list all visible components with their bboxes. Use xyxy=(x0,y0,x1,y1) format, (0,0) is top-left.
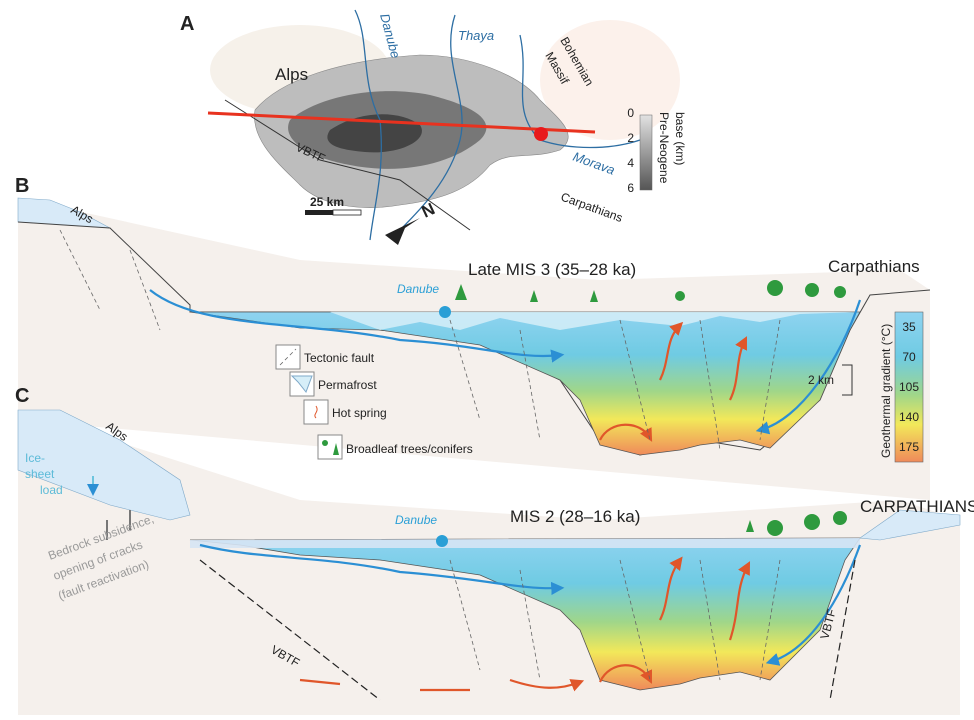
danube-channel xyxy=(436,535,448,547)
danube-channel xyxy=(439,306,451,318)
scale-label: 25 km xyxy=(310,195,344,209)
region-label: Alps xyxy=(275,65,308,84)
location-dot xyxy=(534,127,548,141)
depth-tick: 2 xyxy=(627,131,634,145)
depth-tick: 4 xyxy=(627,156,634,170)
region-label: Carpathians xyxy=(559,190,625,225)
river-label: Danube xyxy=(395,513,437,527)
legend-swatch xyxy=(276,345,300,369)
colorbar: 35 70 105 140 175 Geothermal gradient (°… xyxy=(879,312,923,462)
ice-label: sheet xyxy=(25,467,55,481)
colorbar-tick: 105 xyxy=(899,380,919,394)
panel-letter: A xyxy=(180,13,194,35)
depth-tick: 6 xyxy=(627,181,634,195)
legend-label: Hot spring xyxy=(332,406,387,420)
legend-label: Broadleaf trees/conifers xyxy=(346,442,473,456)
depth-title: base (km) xyxy=(673,112,687,165)
legend-swatch xyxy=(318,435,342,459)
ice-label: load xyxy=(40,483,63,497)
colorbar-tick: 35 xyxy=(902,320,916,334)
panel-letter: B xyxy=(15,175,29,197)
river-label: Danube xyxy=(397,282,439,296)
depth-bar xyxy=(640,115,652,190)
colorbar-title: Geothermal gradient (°C) xyxy=(879,324,893,458)
scale-bar xyxy=(333,210,361,215)
ice-label: Ice- xyxy=(25,451,45,465)
figure: A Alps Bohemian Massif Carpathians Danub… xyxy=(0,0,974,720)
panel-letter: C xyxy=(15,385,29,407)
panel-title: Late MIS 3 (35–28 ka) xyxy=(468,260,636,279)
legend-label: Tectonic fault xyxy=(304,351,375,365)
legend-symbol xyxy=(322,440,328,446)
region-label: CARPATHIANS xyxy=(860,497,974,516)
colorbar-tick: 140 xyxy=(899,410,919,424)
scale-label: 2 km xyxy=(808,373,834,387)
north-label: N xyxy=(419,199,438,221)
river-label: Morava xyxy=(571,149,617,178)
river-label: Thaya xyxy=(458,28,494,43)
depth-tick: 0 xyxy=(627,106,634,120)
north-arrow xyxy=(385,218,420,245)
legend-label: Permafrost xyxy=(318,378,377,392)
panel-title: MIS 2 (28–16 ka) xyxy=(510,507,640,526)
region-label: Carpathians xyxy=(828,257,920,276)
colorbar-tick: 175 xyxy=(899,440,919,454)
colorbar-tick: 70 xyxy=(902,350,916,364)
depth-title: Pre-Neogene xyxy=(657,112,671,184)
scale-bar xyxy=(305,210,333,215)
panel-a: A Alps Bohemian Massif Carpathians Danub… xyxy=(180,10,687,245)
